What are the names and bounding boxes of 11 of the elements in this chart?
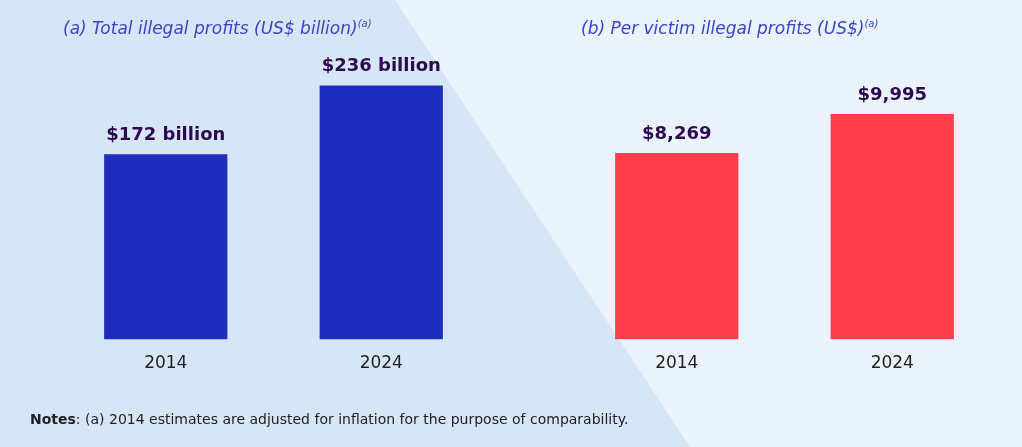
x-tick-label: 2014 <box>655 352 699 373</box>
chart-title: (a) Total illegal profits (US$ billion)$^{(a)}$ <box>63 18 372 38</box>
data-label: $8,269 <box>642 121 712 143</box>
x-tick-label: 2024 <box>870 352 914 373</box>
data-label: $9,995 <box>857 82 927 104</box>
x-tick-label: 2014 <box>144 352 188 373</box>
text: Notes: (a) 2014 estimates are adjusted for inflation for the purpose of comparability. <box>30 411 629 427</box>
chart-title: (b) Per victim illegal profits (US$)$^{(a)}$ <box>581 18 879 38</box>
x-tick-label: 2024 <box>359 352 403 373</box>
data-label: $236 billion <box>321 54 441 76</box>
data-label: $172 billion <box>106 123 226 145</box>
